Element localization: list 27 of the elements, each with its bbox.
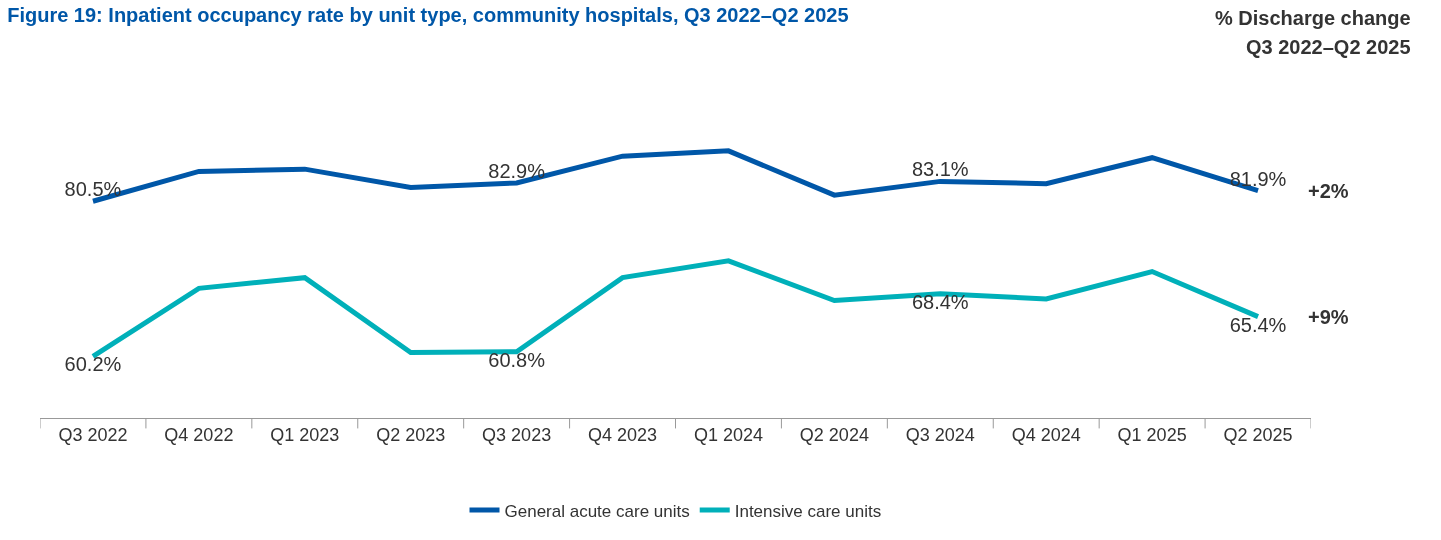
data-label: 81.9% bbox=[1229, 167, 1287, 190]
x-tick-label: Q4 2024 bbox=[1011, 424, 1081, 445]
data-label: 80.5% bbox=[64, 178, 122, 201]
data-label: 68.4% bbox=[911, 290, 969, 313]
x-tick-label: Q1 2023 bbox=[270, 424, 340, 445]
legend-label: General acute care units bbox=[504, 501, 690, 521]
legend-label: Intensive care units bbox=[734, 501, 882, 521]
annotation: +2% bbox=[1308, 180, 1349, 202]
x-tick-label: Q3 2022 bbox=[58, 424, 128, 445]
x-tick-label: Q2 2024 bbox=[799, 424, 869, 445]
x-tick-label: Q2 2025 bbox=[1223, 424, 1293, 445]
data-label: 60.2% bbox=[64, 353, 122, 376]
x-tick-label: Q3 2023 bbox=[482, 424, 552, 445]
x-tick-label: Q1 2025 bbox=[1117, 424, 1187, 445]
data-label: 83.1% bbox=[911, 158, 969, 181]
x-tick-label: Q3 2024 bbox=[905, 424, 975, 445]
text: % Discharge change bbox=[1215, 7, 1411, 29]
x-tick-label: Q2 2023 bbox=[376, 424, 446, 445]
annotation: +9% bbox=[1308, 306, 1349, 328]
text: Q3 2022–Q2 2025 bbox=[1246, 36, 1411, 58]
x-tick-label: Q4 2022 bbox=[164, 424, 234, 445]
data-label: 82.9% bbox=[488, 159, 546, 182]
x-tick-label: Q4 2023 bbox=[588, 424, 658, 445]
x-tick-label: Q1 2024 bbox=[693, 424, 763, 445]
data-label: 60.8% bbox=[488, 348, 546, 371]
data-label: 65.4% bbox=[1229, 313, 1287, 336]
chart-title: Figure 19: Inpatient occupancy rate by unit type, community hospitals, Q3 2022–Q2 2025 bbox=[7, 4, 849, 27]
